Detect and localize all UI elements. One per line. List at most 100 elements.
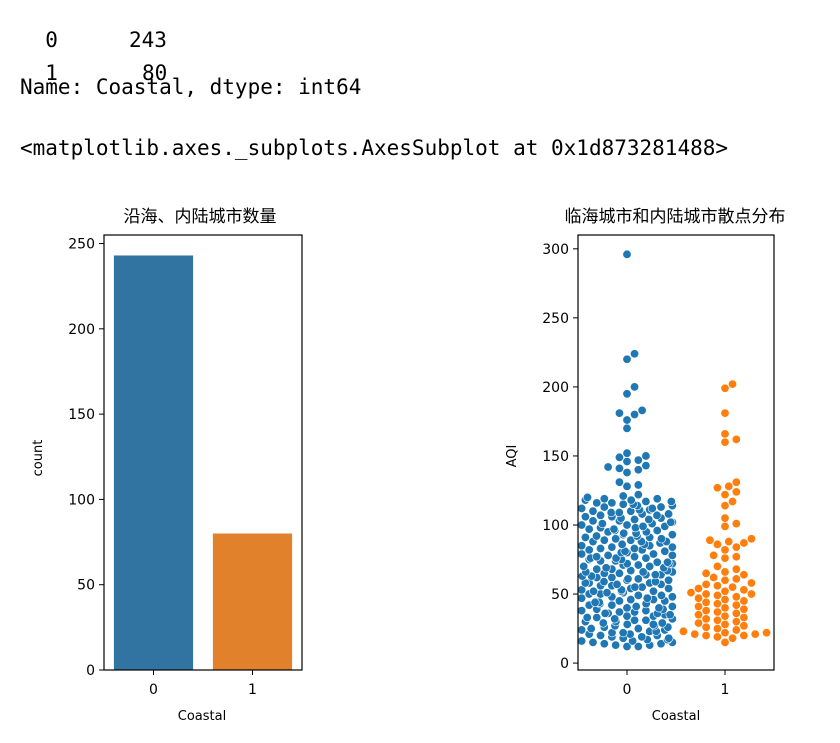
swarm-point-1	[747, 579, 755, 587]
swarm-point-0	[642, 452, 650, 460]
swarm-point-0	[655, 604, 663, 612]
swarm-point-1	[732, 478, 740, 486]
swarm-point-0	[624, 575, 632, 583]
swarm-point-1	[740, 539, 748, 547]
swarm-point-0	[592, 553, 600, 561]
swarm-point-1	[713, 624, 721, 632]
swarm-point-0	[668, 602, 676, 610]
swarm-point-0	[619, 529, 627, 537]
swarm-point-0	[600, 536, 608, 544]
swarm-point-1	[713, 633, 721, 641]
swarm-point-0	[664, 510, 672, 518]
swarm-point-0	[668, 551, 676, 559]
swarm-point-1	[732, 575, 740, 583]
swarm-point-0	[649, 620, 657, 628]
swarm-point-0	[615, 478, 623, 486]
swarm-point-0	[604, 551, 612, 559]
swarm-point-1	[702, 606, 710, 614]
swarm-point-0	[601, 609, 609, 617]
swarm-point-1	[732, 435, 740, 443]
swarm-point-1	[721, 438, 729, 446]
bar-0	[114, 255, 193, 670]
swarm-point-0	[668, 593, 676, 601]
swarm-point-0	[642, 616, 650, 624]
swarm-point-1	[762, 629, 770, 637]
swarm-ytick-label: 300	[542, 242, 569, 258]
swarm-chart-ylabel: AQI	[505, 445, 520, 468]
swarm-point-0	[619, 629, 627, 637]
swarm-point-0	[589, 517, 597, 525]
swarm-point-0	[632, 602, 640, 610]
swarm-point-1	[721, 514, 729, 522]
swarm-point-0	[657, 591, 665, 599]
swarm-point-0	[645, 515, 653, 523]
swarm-point-0	[608, 499, 616, 507]
swarm-point-1	[694, 584, 702, 592]
swarm-point-1	[721, 384, 729, 392]
swarm-point-0	[630, 515, 638, 523]
swarm-ytick-label: 0	[560, 656, 569, 672]
swarm-point-0	[589, 587, 597, 595]
swarm-point-0	[623, 424, 631, 432]
swarm-point-0	[608, 543, 616, 551]
swarm-point-0	[649, 550, 657, 558]
swarm-point-0	[630, 553, 638, 561]
swarm-point-1	[740, 613, 748, 621]
swarm-point-0	[608, 601, 616, 609]
swarm-point-0	[657, 535, 665, 543]
swarm-point-0	[577, 504, 585, 512]
swarm-point-1	[706, 536, 714, 544]
count-bar-chart: 沿海、内陆城市数量 0501001502002500 1 count Coasta…	[0, 190, 320, 743]
swarm-point-0	[623, 416, 631, 424]
swarm-point-1	[728, 497, 736, 505]
swarm-point-0	[634, 624, 642, 632]
swarm-point-0	[615, 464, 623, 472]
swarm-point-0	[585, 525, 593, 533]
bar-1	[213, 534, 292, 670]
swarm-point-1	[721, 501, 729, 509]
swarm-point-0	[623, 250, 631, 258]
swarm-point-1	[713, 484, 721, 492]
bar-ytick-label: 250	[68, 237, 95, 253]
swarm-point-1	[740, 586, 748, 594]
swarm-point-1	[713, 591, 721, 599]
swarm-ytick-label: 200	[542, 380, 569, 396]
swarm-point-0	[630, 410, 638, 418]
swarm-point-0	[631, 524, 639, 532]
swarm-point-0	[596, 544, 604, 552]
swarm-point-0	[623, 620, 631, 628]
swarm-point-0	[642, 554, 650, 562]
swarm-point-1	[702, 580, 710, 588]
swarm-point-0	[577, 626, 585, 634]
swarm-point-1	[713, 562, 721, 570]
swarm-point-0	[591, 598, 599, 606]
swarm-point-0	[592, 532, 600, 540]
swarm-point-0	[648, 504, 656, 512]
swarm-ytick-label: 50	[551, 587, 569, 603]
swarm-point-1	[721, 612, 729, 620]
swarm-point-0	[619, 500, 627, 508]
swarm-point-1	[721, 638, 729, 646]
swarm-point-0	[623, 521, 631, 529]
swarm-point-1	[721, 587, 729, 595]
swarm-point-1	[679, 627, 687, 635]
swarm-point-0	[661, 547, 669, 555]
swarm-point-1	[694, 611, 702, 619]
swarm-point-0	[653, 495, 661, 503]
series-footer: Name: Coastal, dtype: int64	[20, 77, 361, 98]
swarm-point-0	[664, 576, 672, 584]
swarm-point-0	[664, 584, 672, 592]
swarm-point-0	[668, 530, 676, 538]
swarm-point-1	[687, 588, 695, 596]
swarm-point-0	[596, 631, 604, 639]
swarm-ytick-label: 100	[542, 518, 569, 534]
swarm-point-1	[713, 616, 721, 624]
swarm-point-1	[702, 569, 710, 577]
swarm-point-0	[583, 493, 591, 501]
swarm-point-1	[728, 583, 736, 591]
swarm-point-1	[732, 565, 740, 573]
swarm-point-0	[630, 616, 638, 624]
swarm-point-0	[667, 518, 675, 526]
swarm-point-0	[638, 633, 646, 641]
swarm-point-1	[691, 630, 699, 638]
